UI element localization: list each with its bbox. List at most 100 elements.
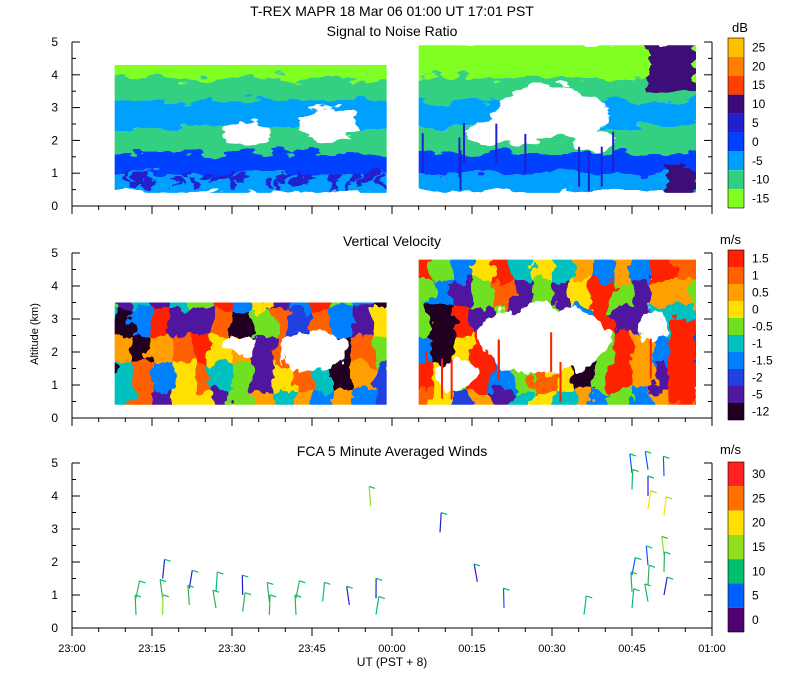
colorbar-swatch: [728, 335, 744, 352]
colorbar-swatch: [728, 56, 744, 76]
wind-barb: [661, 535, 668, 556]
wind-barb: [662, 455, 670, 477]
velocity-plot-area: 0 1 2 3 4 5: [51, 246, 713, 426]
wind-barb: [212, 589, 220, 609]
snr-title: Signal to Noise Ratio: [327, 23, 458, 39]
winds-title: FCA 5 Minute Averaged Winds: [297, 443, 487, 459]
wind-barb: [644, 450, 652, 470]
wind-barb: [647, 475, 655, 496]
x-tick-label: 00:30: [538, 643, 566, 655]
winds-y-tick-label: 2: [51, 555, 58, 569]
velocity-title: Vertical Velocity: [343, 233, 441, 249]
colorbar-swatch: [728, 170, 744, 190]
wind-barb: [663, 576, 674, 596]
colorbar-label: 5: [752, 116, 759, 130]
velocity-field: [114, 259, 696, 405]
colorbar-swatch: [728, 386, 744, 403]
colorbar-swatch: [728, 559, 744, 584]
colorbar-label: 5: [752, 589, 759, 603]
wind-barb: [647, 490, 657, 510]
colorbar-swatch: [728, 301, 744, 318]
wind-barb: [439, 512, 448, 533]
wind-barb: [322, 581, 331, 602]
colorbar-label: 30: [752, 467, 766, 481]
snr-y-tick-label: 0: [51, 199, 58, 213]
colorbar-swatch: [728, 510, 744, 535]
wind-barb: [631, 468, 639, 490]
colorbar-swatch: [728, 369, 744, 386]
wind-barb: [134, 594, 142, 615]
colorbar-swatch: [728, 486, 744, 511]
snr-y-tick-label: 4: [51, 68, 58, 82]
colorbar-swatch: [728, 94, 744, 114]
wind-barb: [294, 594, 302, 615]
colorbar-swatch: [728, 462, 744, 487]
winds-y-tick-label: 0: [51, 621, 58, 635]
altitude-label: Altitude (km): [29, 303, 41, 365]
wind-barb: [502, 587, 510, 609]
colorbar-label: -1.5: [752, 354, 773, 368]
snr-y-tick-label: 5: [51, 35, 58, 49]
snr-plot-area: 0 1 2 3 4 5: [51, 35, 713, 214]
colorbar-label: -5: [752, 388, 763, 402]
panel-vertical-velocity: Vertical Velocity 0 1 2 3 4 5 1.5 1 0.5 0 -0.5 -1 -…: [51, 232, 773, 426]
colorbar-label: 0: [752, 303, 759, 317]
colorbar-swatch: [728, 403, 744, 420]
colorbar-label: 20: [752, 516, 766, 530]
snr-y-tick-label: 2: [51, 133, 58, 147]
x-tick-label: 01:00: [698, 643, 726, 655]
winds-unit-label: m/s: [720, 442, 741, 457]
wind-barb: [630, 571, 638, 592]
colorbar-swatch: [728, 284, 744, 301]
snr-colorbar: 25 20 15 10 5 0 -5 -10 -15: [727, 37, 770, 209]
velocity-unit-label: m/s: [720, 232, 741, 247]
colorbar-swatch: [728, 250, 744, 267]
wind-barb: [266, 581, 274, 602]
velocity-y-tick-label: 3: [51, 312, 58, 326]
colorbar-swatch: [728, 352, 744, 369]
wind-barb: [375, 577, 383, 599]
velocity-y-tick-label: 4: [51, 279, 58, 293]
wind-barb: [663, 551, 671, 572]
wind-barb: [631, 588, 640, 609]
colorbar-label: 15: [752, 540, 766, 554]
colorbar-label: -12: [752, 405, 770, 419]
winds-y-tick-label: 4: [51, 489, 58, 503]
snr-field: [114, 45, 696, 193]
x-tick-label: 00:00: [378, 643, 406, 655]
colorbar-label: -2: [752, 371, 763, 385]
x-tick-label: 23:00: [58, 643, 86, 655]
wind-barb: [375, 595, 386, 615]
colorbar-swatch: [728, 583, 744, 608]
wind-barb: [242, 592, 252, 612]
x-tick-label: 23:30: [218, 643, 246, 655]
colorbar-label: 0: [752, 613, 759, 627]
colorbar-label: 1: [752, 269, 759, 283]
x-tick-label: 23:15: [138, 643, 166, 655]
snr-y-tick-label: 3: [51, 101, 58, 115]
velocity-y-tick-label: 2: [51, 345, 58, 359]
winds-y-tick-label: 1: [51, 588, 58, 602]
wind-barb: [346, 585, 353, 605]
panel-snr: Signal to Noise Ratio 0 1 2 3 4 5 25 20 15 10 5 0 -…: [51, 20, 770, 214]
colorbar-label: 10: [752, 564, 766, 578]
colorbar-swatch: [728, 151, 744, 171]
wind-barb: [663, 496, 673, 516]
colorbar-label: 10: [752, 97, 766, 111]
colorbar-label: 0.5: [752, 286, 769, 300]
wind-barb: [159, 579, 167, 599]
velocity-y-tick-label: 5: [51, 246, 58, 260]
wind-barb: [644, 583, 651, 602]
colorbar-swatch: [728, 132, 744, 152]
colorbar-label: -10: [752, 173, 770, 187]
velocity-y-tick-label: 1: [51, 378, 58, 392]
wind-barb: [215, 571, 224, 592]
colorbar-swatch: [728, 267, 744, 284]
x-axis-label: UT (PST + 8): [357, 655, 428, 669]
wind-barb: [645, 545, 653, 566]
wind-barb: [647, 564, 656, 586]
colorbar-label: 20: [752, 59, 766, 73]
x-tick-label: 00:15: [458, 643, 486, 655]
colorbar-swatch: [728, 534, 744, 560]
